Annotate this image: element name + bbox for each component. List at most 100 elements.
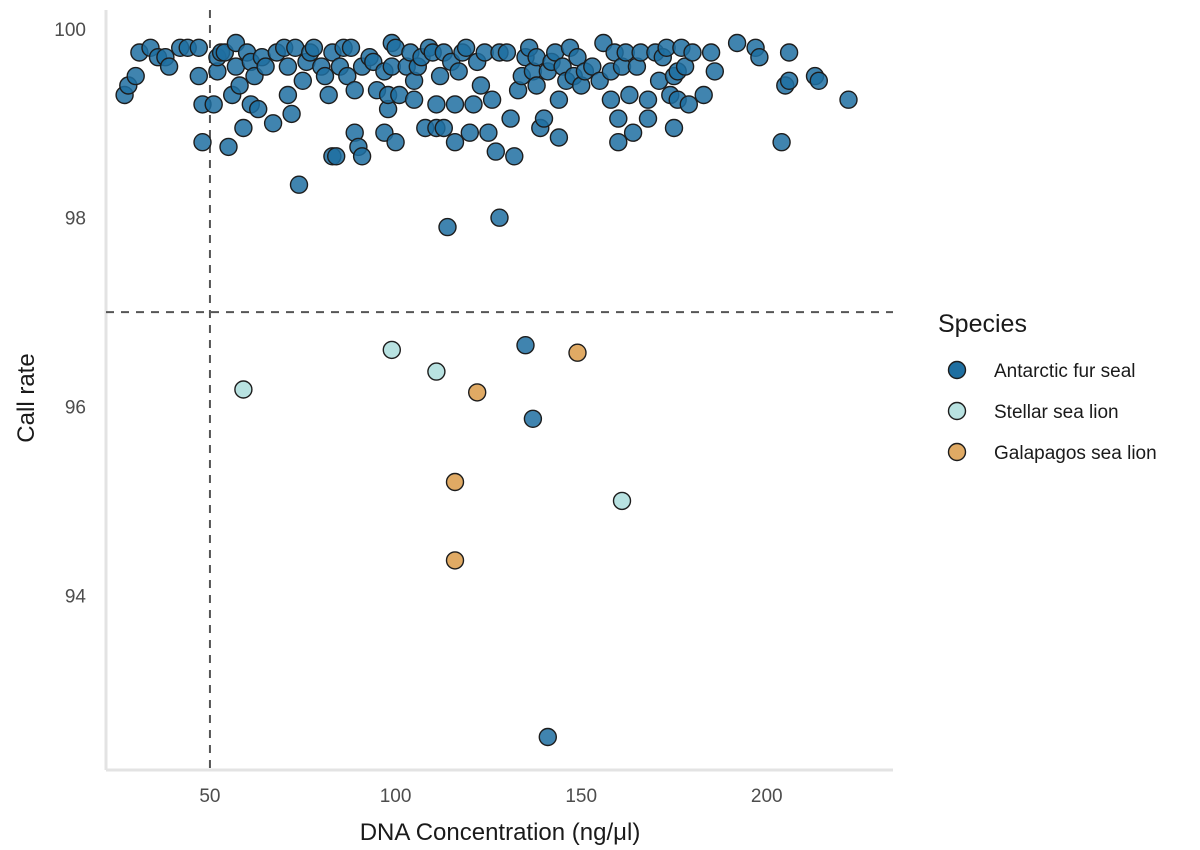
data-point xyxy=(256,57,275,76)
data-point xyxy=(609,109,628,128)
data-point xyxy=(449,62,468,81)
data-point xyxy=(445,551,465,570)
y-tick-label: 98 xyxy=(65,209,86,230)
data-point xyxy=(549,90,569,109)
series-galapagos-sea-lion xyxy=(445,343,587,570)
data-point xyxy=(527,76,546,95)
legend-items: Antarctic fur seal Stellar sea lion Galapa… xyxy=(947,360,1157,464)
data-point xyxy=(234,118,253,138)
x-axis-title: DNA Concentration (ng/μl) xyxy=(360,819,641,846)
data-point xyxy=(404,90,424,109)
data-point xyxy=(438,217,457,237)
data-point xyxy=(249,99,268,119)
data-point xyxy=(289,175,309,194)
data-point xyxy=(534,109,554,128)
data-point xyxy=(623,123,643,142)
data-point xyxy=(620,85,639,105)
legend-label: Galapagos sea lion xyxy=(994,443,1157,464)
data-point xyxy=(779,43,799,62)
legend-key xyxy=(947,442,967,462)
reference-lines xyxy=(106,10,893,770)
data-point xyxy=(464,95,483,114)
data-point xyxy=(727,33,747,53)
legend-key xyxy=(947,401,967,421)
data-point xyxy=(609,132,628,152)
legend-label: Antarctic fur seal xyxy=(994,361,1136,382)
data-point xyxy=(486,142,505,161)
data-point xyxy=(341,38,361,57)
y-axis-title: Call rate xyxy=(13,353,40,442)
data-point xyxy=(809,71,828,91)
y-tick-label: 100 xyxy=(54,20,86,41)
data-point xyxy=(638,109,658,128)
data-point xyxy=(193,132,212,152)
data-point xyxy=(505,147,524,166)
legend-key xyxy=(947,360,967,380)
data-point xyxy=(189,66,209,86)
x-tick-label: 150 xyxy=(565,786,597,807)
data-point xyxy=(568,48,587,67)
x-tick-label: 100 xyxy=(380,786,412,807)
data-point xyxy=(750,48,769,67)
data-point xyxy=(679,95,698,114)
data-point xyxy=(315,66,335,86)
axes xyxy=(104,10,893,772)
data-point xyxy=(304,38,324,57)
data-point xyxy=(445,472,465,492)
y-tick-label: 94 xyxy=(65,586,87,607)
data-point xyxy=(345,80,364,100)
data-point xyxy=(705,62,724,81)
data-point xyxy=(352,147,372,166)
data-point xyxy=(278,85,298,105)
data-point xyxy=(612,491,632,511)
data-point xyxy=(460,123,479,142)
data-point xyxy=(675,57,695,76)
data-point xyxy=(490,208,509,227)
data-point xyxy=(601,90,621,109)
data-point xyxy=(516,336,535,355)
data-point xyxy=(779,71,799,91)
data-point xyxy=(479,123,498,142)
tick-labels: 50 100 150 200 94 96 98 100 xyxy=(54,20,782,807)
data-point xyxy=(126,66,145,86)
data-point xyxy=(568,343,587,362)
data-point xyxy=(839,90,858,109)
data-point xyxy=(204,95,223,114)
data-point xyxy=(159,57,179,76)
data-point xyxy=(694,85,713,105)
data-point xyxy=(664,118,684,138)
x-tick-label: 200 xyxy=(751,786,783,807)
data-point xyxy=(468,383,487,402)
y-tick-label: 96 xyxy=(65,398,86,419)
data-point xyxy=(445,132,465,152)
data-point xyxy=(497,43,517,62)
data-point xyxy=(427,95,446,114)
data-point xyxy=(434,118,453,138)
data-point xyxy=(382,340,401,360)
data-point xyxy=(427,362,446,381)
data-point xyxy=(278,57,298,76)
data-point xyxy=(523,409,543,428)
data-point xyxy=(430,66,450,86)
series-antarctic-fur-seal xyxy=(115,33,858,747)
data-point xyxy=(471,76,491,95)
data-point xyxy=(501,109,520,128)
data-point xyxy=(538,727,557,747)
data-point xyxy=(445,95,465,114)
data-point xyxy=(282,104,301,124)
data-point xyxy=(683,43,702,62)
x-tick-label: 50 xyxy=(199,786,220,807)
series-stellar-sea-lion xyxy=(234,340,632,511)
legend-title: Species xyxy=(938,310,1027,338)
data-point xyxy=(338,66,357,86)
data-point xyxy=(456,38,476,57)
data-point xyxy=(293,71,312,91)
data-point xyxy=(230,76,249,95)
data-point xyxy=(219,137,238,157)
data-point xyxy=(319,85,338,105)
data-point xyxy=(263,114,283,133)
data-point xyxy=(549,128,569,147)
data-point xyxy=(701,43,721,62)
data-point xyxy=(327,147,346,166)
